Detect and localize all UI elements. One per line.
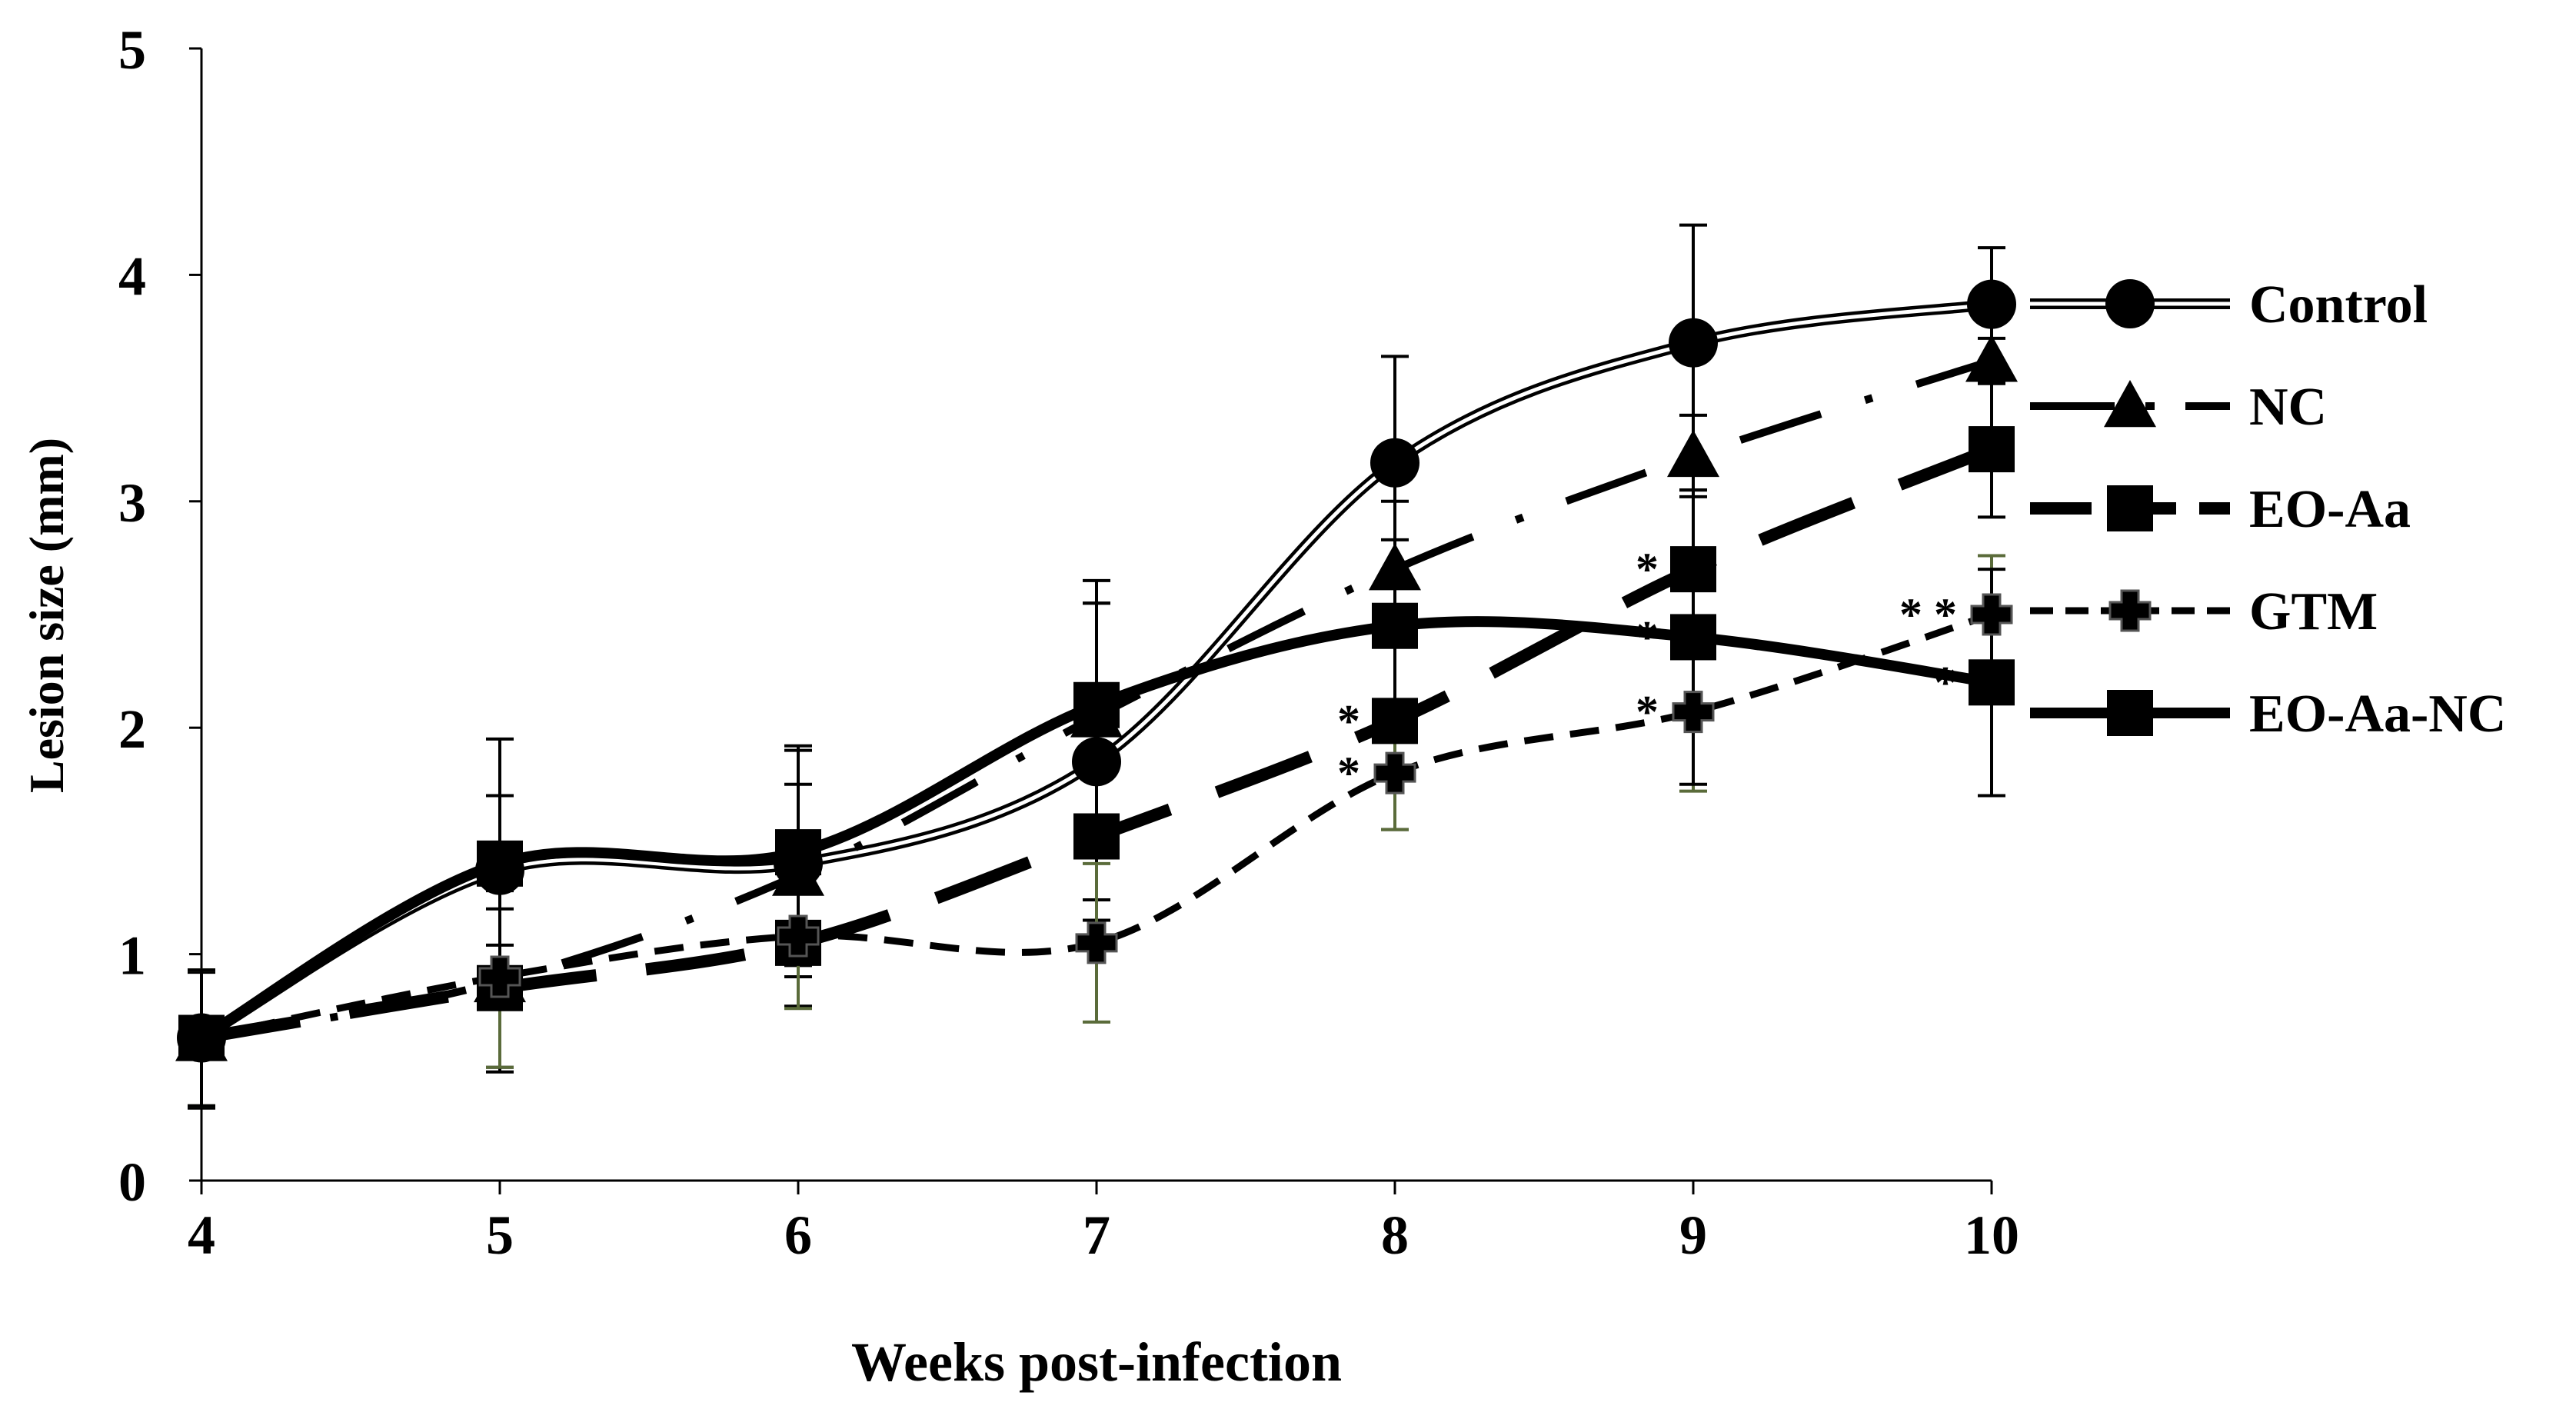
axis-ticks: 4 5 6 7 8 9 10 0 1 2 3 4 5 [118,19,2019,1266]
legend-label: Control [2249,275,2428,335]
y-axis-label: Lesion size (mm) [19,438,74,793]
legend-marker-eo-aa-nc [2107,690,2153,736]
marker-eo-aa [1670,546,1716,593]
significance-asterisk: * * [1899,589,1957,640]
marker-gtm [777,914,820,958]
y-tick-label: 4 [118,245,146,307]
marker-nc [1369,543,1421,591]
marker-nc [1965,335,2018,382]
error-bars [188,223,2005,1110]
significance-asterisk: * [1337,748,1360,798]
marker-gtm [1075,921,1118,964]
marker-eo-aa [1073,813,1120,860]
marker-eo-aa [1372,698,1418,744]
legend-label: GTM [2249,582,2378,641]
y-tick-label: 3 [118,472,146,534]
legend-marker-eo-aa [2107,485,2153,531]
marker-gtm [1672,691,1715,734]
legend-marker-nc [2104,380,2156,428]
marker-nc [1667,429,1719,478]
y-tick-label: 1 [118,925,146,987]
legend-marker-control [2105,279,2155,328]
marker-control [1072,737,1121,787]
significance-asterisk: * [1636,611,1659,662]
marker-control [1669,318,1718,368]
series-markers [175,279,2018,1063]
legend-label: EO-Aa [2249,480,2411,539]
legend-marker-gtm [2108,589,2152,632]
legend-label: EO-Aa-NC [2249,685,2506,744]
marker-eo-aa-nc [477,840,523,887]
marker-control [1967,279,2016,329]
x-tick-label: 10 [1964,1204,2019,1266]
y-tick-label: 5 [118,19,146,81]
marker-eo-aa [1969,426,2015,473]
legend-label: NC [2249,378,2327,437]
marker-eo-aa-nc [1969,659,2015,706]
marker-gtm [1373,751,1416,794]
x-tick-label: 7 [1083,1204,1110,1266]
marker-eo-aa-nc [178,1014,225,1061]
y-tick-label: 2 [118,698,146,760]
x-tick-label: 6 [784,1204,812,1266]
significance-asterisk: * [1934,657,1957,708]
x-tick-label: 4 [188,1204,215,1266]
marker-eo-aa-nc [775,829,821,876]
x-tick-label: 8 [1381,1204,1409,1266]
x-tick-label: 9 [1679,1204,1707,1266]
x-tick-label: 5 [486,1204,514,1266]
y-tick-label: 0 [118,1151,146,1213]
x-axis-label: Weeks post-infection [851,1331,1342,1393]
marker-eo-aa-nc [1372,602,1418,649]
legend: Control NC EO-Aa GTM EO-Aa-NC [2030,275,2506,744]
significance-asterisk: * [1337,695,1360,746]
significance-annotations: ****** ** [1337,544,1957,798]
marker-gtm [478,955,521,998]
significance-asterisk: * [1636,687,1659,738]
marker-control [1370,438,1419,488]
marker-eo-aa-nc [1670,614,1716,661]
significance-asterisk: * [1636,544,1659,595]
marker-gtm [1970,593,2013,636]
marker-eo-aa-nc [1073,681,1120,728]
